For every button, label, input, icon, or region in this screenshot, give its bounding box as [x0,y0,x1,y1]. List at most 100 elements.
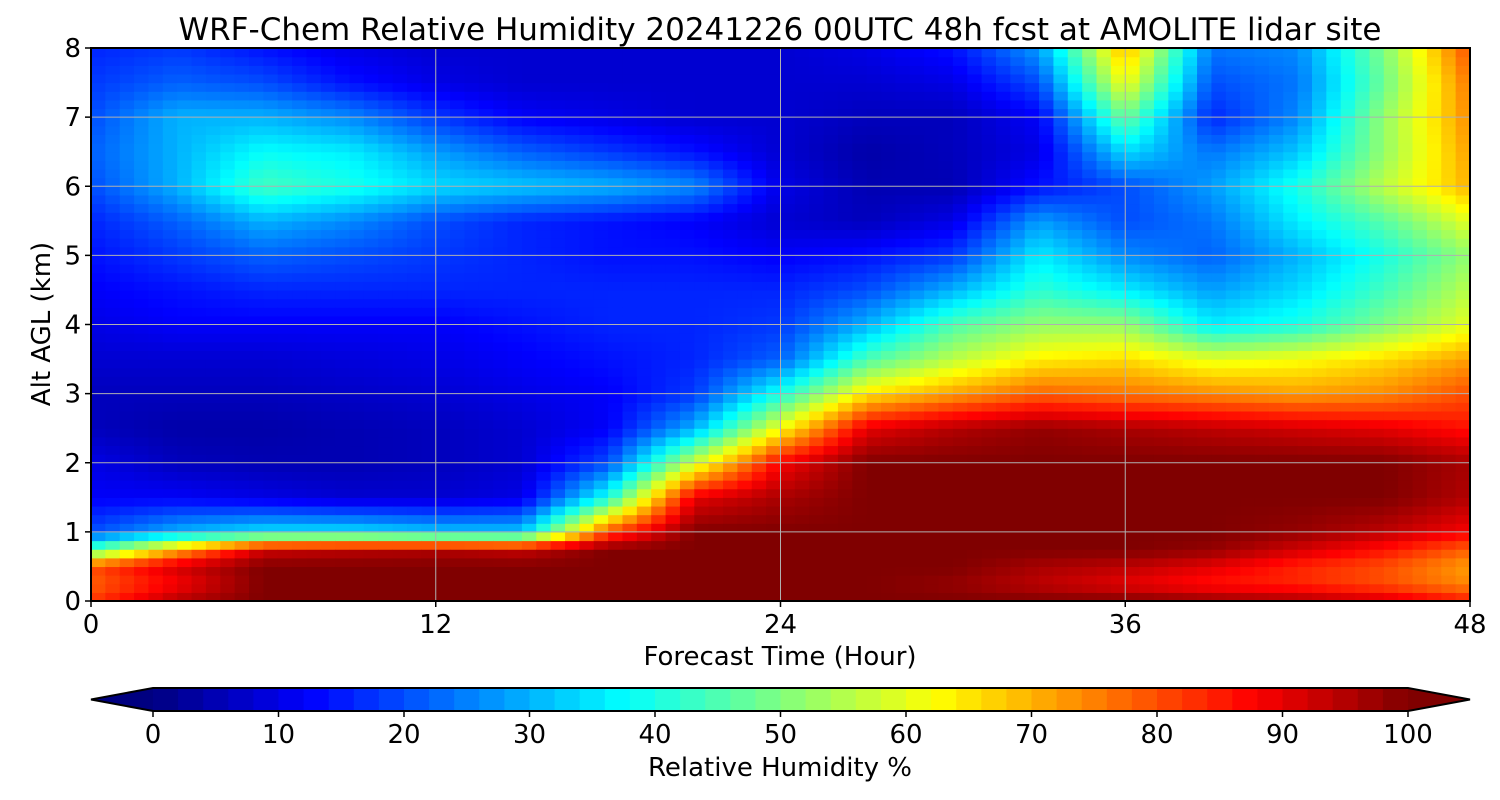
rh-cell [881,341,897,352]
rh-cell [407,220,422,231]
rh-cell [636,592,652,602]
rh-cell [363,410,379,421]
rh-cell [981,410,997,421]
rh-cell [249,367,264,377]
rh-cell [1110,91,1126,101]
rh-cell [1197,99,1213,110]
rh-cell [924,186,940,196]
rh-cell [665,402,681,412]
rh-cell [852,583,868,593]
rh-cell [1182,220,1198,231]
rh-cell [708,402,724,412]
rh-cell [794,151,810,161]
rh-cell [521,264,537,274]
rh-cell [593,488,609,498]
rh-cell [636,367,652,377]
rh-cell [909,575,925,585]
rh-cell [694,91,710,101]
rh-cell [119,186,135,196]
rh-cell [837,540,853,550]
rh-cell [794,341,810,352]
rh-cell [665,315,681,326]
rh-cell [478,168,494,179]
rh-cell [421,462,437,472]
rh-cell [191,445,207,455]
rh-cell [464,341,480,352]
rh-cell [162,471,178,481]
rh-cell [608,281,624,291]
rh-cell [249,410,264,421]
rh-cell [1053,384,1069,395]
rh-cell [521,523,537,533]
rh-cell [593,359,609,369]
rh-cell [162,255,178,265]
rh-cell [622,168,638,179]
rh-cell [924,445,940,455]
rh-cell [205,514,221,524]
rh-cell [292,384,308,395]
rh-cell [766,264,782,274]
rh-cell [809,298,825,308]
rh-cell [794,462,810,472]
rh-cell [234,255,250,265]
rh-cell [478,531,494,542]
rh-cell [794,505,810,516]
rh-cell [1096,108,1112,118]
rh-cell [837,445,853,455]
rh-cell [507,497,523,507]
rh-cell [751,410,767,421]
rh-cell [751,333,767,343]
rh-cell [105,108,121,118]
rh-cell [1053,462,1069,472]
rh-cell [694,246,710,256]
rh-cell [694,341,710,352]
rh-cell [723,298,738,308]
rh-cell [608,583,624,593]
rh-cell [924,359,940,369]
rh-cell [263,91,279,101]
rh-cell [1153,246,1169,256]
rh-cell [924,65,940,75]
rh-cell [593,454,609,464]
rh-cell [823,272,839,282]
rh-cell [220,341,236,352]
rh-cell [234,566,250,576]
rh-cell [866,143,882,153]
rh-cell [234,177,250,187]
rh-cell [780,272,796,282]
rh-cell [1139,531,1155,542]
rh-cell [191,410,207,421]
rh-cell [981,203,997,213]
rh-cell [249,246,264,256]
rh-cell [723,73,738,84]
rh-cell [134,549,150,559]
rh-cell [895,549,911,559]
rh-cell [464,143,480,153]
rh-cell [794,540,810,550]
rh-cell [651,540,667,550]
rh-cell [852,575,868,585]
rh-cell [148,540,164,550]
rh-cell [1067,480,1083,490]
rh-cell [105,48,121,58]
rh-cell [148,143,164,153]
rh-cell [565,583,580,593]
rh-cell [1039,324,1055,334]
rh-cell [249,125,264,136]
rh-cell [1110,393,1126,403]
rh-cell [292,575,308,585]
rh-cell [249,264,264,274]
rh-cell [866,177,882,187]
rh-cell [234,82,250,92]
rh-cell [651,65,667,75]
rh-cell [205,333,221,343]
rh-cell [565,289,580,300]
rh-cell [708,99,724,110]
rh-cell [1153,238,1169,248]
rh-cell [1082,480,1098,490]
rh-cell [679,583,695,593]
rh-cell [1125,125,1141,136]
rh-cell [306,229,322,239]
rh-cell [1211,583,1227,593]
rh-cell [708,134,724,144]
